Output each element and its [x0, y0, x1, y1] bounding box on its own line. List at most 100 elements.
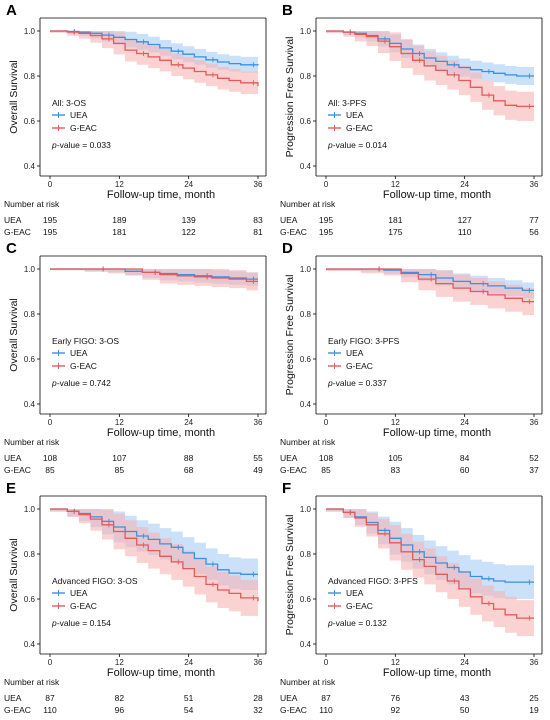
risk-value: 56	[529, 227, 539, 237]
y-tick-label: 1.0	[300, 265, 312, 274]
x-axis-label: Follow-up time, month	[107, 189, 215, 201]
p-value-text: -value = 0.742	[57, 378, 111, 388]
panel-letter: C	[6, 240, 17, 257]
y-axis-label: Progression Free Survival	[284, 275, 296, 396]
risk-value: 77	[529, 215, 539, 225]
y-tick-label: 0.6	[24, 355, 36, 364]
x-axis-label: Follow-up time, month	[383, 427, 491, 439]
km-curve-g-eac	[50, 268, 258, 283]
x-tick-label: 12	[115, 658, 124, 667]
risk-value: 110	[319, 705, 333, 715]
y-tick-label: 1.0	[24, 27, 36, 36]
p-value-text: -value = 0.014	[333, 140, 387, 150]
panel-letter: F	[282, 480, 291, 497]
panel-d: D 0.4 0.6 0.8 1.0 0 12 24 36 Progression Free Sur…	[280, 240, 543, 475]
risk-value: 139	[182, 215, 196, 225]
y-tick-label: 0.4	[300, 162, 312, 171]
p-symbol: p	[327, 618, 333, 628]
risk-row-label: G-EAC	[280, 705, 307, 715]
risk-value: 49	[253, 465, 263, 475]
y-tick-label: 0.6	[300, 595, 312, 604]
risk-value: 181	[112, 227, 126, 237]
risk-table-header: Number at risk	[4, 437, 60, 447]
risk-value: 195	[319, 215, 333, 225]
p-symbol: p	[327, 140, 333, 150]
y-tick-label: 0.6	[300, 117, 312, 126]
p-value-text: -value = 0.033	[57, 140, 111, 150]
risk-row-label: G-EAC	[4, 705, 31, 715]
risk-value: 32	[253, 705, 263, 715]
risk-row-label: UEA	[4, 215, 22, 225]
risk-value: 50	[460, 705, 470, 715]
km-curve-g-eac	[50, 30, 259, 87]
legend-label-uea: UEA	[346, 348, 364, 358]
ci-band-g-eac	[326, 269, 534, 316]
y-tick-label: 0.4	[24, 162, 36, 171]
risk-table-header: Number at risk	[280, 199, 336, 209]
subset-annotation: Early FIGO: 3-PFS	[328, 336, 400, 346]
y-tick-label: 0.8	[24, 72, 36, 81]
x-tick-label: 0	[48, 418, 53, 427]
risk-value: 37	[529, 465, 539, 475]
y-axis-label: Overall Survival	[8, 298, 20, 372]
subset-annotation: Advanced FIGO: 3-PFS	[328, 576, 418, 586]
p-value: p-value = 0.154	[51, 618, 111, 628]
legend-label-uea: UEA	[70, 348, 88, 358]
risk-value: 105	[388, 453, 402, 463]
risk-value: 87	[321, 693, 331, 703]
y-tick-label: 1.0	[300, 27, 312, 36]
risk-table-header: Number at risk	[280, 437, 336, 447]
p-symbol: p	[51, 618, 57, 628]
risk-value: 108	[43, 453, 57, 463]
legend-label-g-eac: G-EAC	[346, 361, 373, 371]
risk-value: 85	[321, 465, 331, 475]
risk-row-label: UEA	[4, 453, 22, 463]
risk-value: 175	[388, 227, 402, 237]
risk-row-label: G-EAC	[280, 465, 307, 475]
x-tick-label: 12	[391, 658, 400, 667]
x-tick-label: 36	[530, 658, 539, 667]
p-value: p-value = 0.014	[327, 140, 387, 150]
y-tick-label: 0.6	[24, 595, 36, 604]
y-tick-label: 0.4	[300, 400, 312, 409]
panel-letter: B	[282, 2, 293, 19]
panel-c: C 0.4 0.6 0.8 1.0 0 12 24 36 Overall Survival Foll…	[4, 240, 267, 475]
y-tick-label: 0.8	[24, 310, 36, 319]
x-tick-label: 12	[115, 418, 124, 427]
risk-value: 54	[184, 705, 194, 715]
subset-annotation: All: 3-OS	[52, 98, 86, 108]
subset-annotation: All: 3-PFS	[328, 98, 367, 108]
risk-value: 25	[529, 693, 539, 703]
risk-value: 84	[460, 453, 470, 463]
risk-value: 82	[115, 693, 125, 703]
p-value: p-value = 0.132	[327, 618, 387, 628]
x-tick-label: 24	[184, 658, 193, 667]
x-tick-label: 12	[391, 418, 400, 427]
x-tick-label: 36	[254, 418, 263, 427]
y-tick-label: 0.6	[300, 355, 312, 364]
risk-value: 195	[43, 227, 57, 237]
ci-band-g-eac	[326, 509, 534, 637]
risk-value: 85	[115, 465, 125, 475]
p-value: p-value = 0.033	[51, 140, 111, 150]
ci-band-g-eac	[50, 269, 258, 291]
x-tick-label: 12	[391, 180, 400, 189]
risk-value: 85	[45, 465, 55, 475]
x-tick-label: 24	[460, 180, 469, 189]
ci-band-g-eac	[326, 31, 534, 121]
p-value: p-value = 0.742	[51, 378, 111, 388]
x-tick-label: 0	[48, 658, 53, 667]
legend-label-uea: UEA	[346, 110, 364, 120]
x-axis-label: Follow-up time, month	[107, 427, 215, 439]
x-tick-label: 36	[254, 180, 263, 189]
panel-a: A 0.4 0.6 0.8 1.0 0 12 24 36 Overall Survival Foll…	[4, 2, 267, 237]
km-curve-g-eac	[326, 30, 534, 108]
panel-b: B 0.4 0.6 0.8 1.0 0 12 24 36 Progression Free Sur…	[280, 2, 543, 237]
x-tick-label: 36	[530, 418, 539, 427]
legend-label-g-eac: G-EAC	[70, 601, 97, 611]
y-tick-label: 0.4	[24, 640, 36, 649]
km-curve-g-eac	[326, 268, 534, 303]
p-value-text: -value = 0.337	[333, 378, 387, 388]
subset-annotation: Early FIGO: 3-OS	[52, 336, 119, 346]
